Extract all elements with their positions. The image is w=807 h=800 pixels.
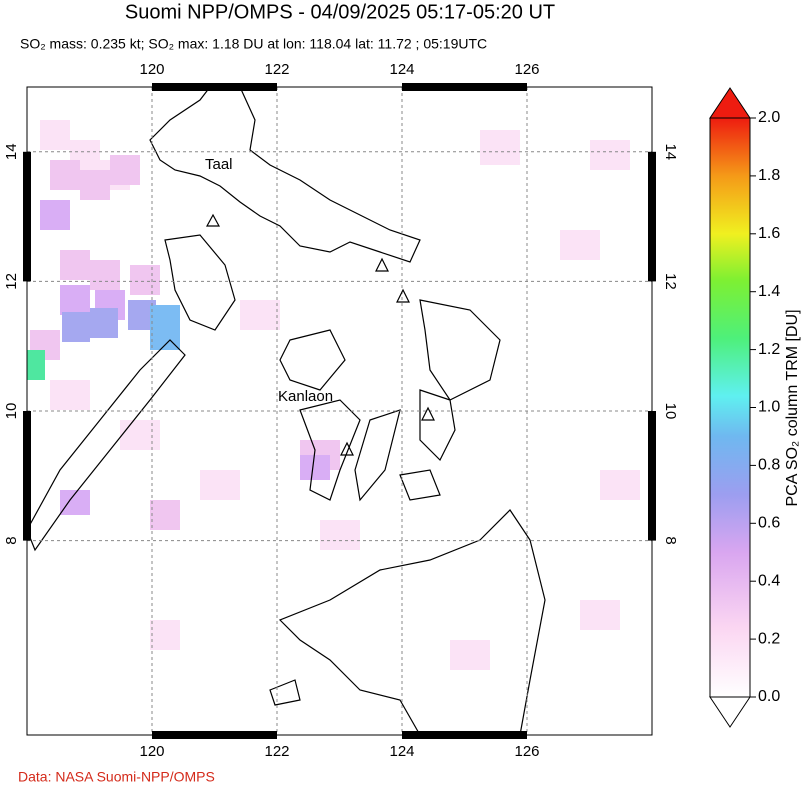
- frame-bar: [152, 731, 277, 739]
- lat-tick-label: 14: [662, 143, 679, 160]
- lon-tick-label: 124: [389, 743, 414, 760]
- lon-tick-label: 126: [514, 61, 539, 78]
- lon-tick-label: 120: [139, 61, 164, 78]
- lat-tick-label: 8: [662, 536, 679, 544]
- lat-tick-label: 12: [662, 273, 679, 290]
- lon-tick-label: 120: [139, 743, 164, 760]
- colorbar-tick-label: 1.8: [758, 167, 780, 184]
- frame-bar: [648, 151, 656, 282]
- lat-tick-label: 10: [662, 403, 679, 420]
- colorbar-tick-label: 1.0: [758, 399, 780, 416]
- frame-bar: [402, 83, 527, 91]
- frame-bar: [23, 411, 31, 541]
- frame-bar: [152, 83, 277, 91]
- frame-bar: [402, 731, 527, 739]
- lon-tick-label: 122: [264, 61, 289, 78]
- volcano-markers: [205, 213, 435, 456]
- colorbar-tick-label: 0.2: [758, 630, 780, 647]
- lon-tick-label: 124: [389, 61, 414, 78]
- frame-bars: [23, 83, 656, 739]
- frame-bar: [648, 411, 656, 541]
- title: Suomi NPP/OMPS - 04/09/2025 05:17-05:20 …: [125, 1, 555, 23]
- lat-tick-label: 8: [3, 536, 20, 544]
- lon-tick-label: 126: [514, 743, 539, 760]
- colorbar-tick-label: 1.6: [758, 225, 780, 242]
- colorbar-max-arrow: [709, 87, 751, 119]
- colorbar-tick-label: 0.8: [758, 457, 780, 474]
- colorbar-label: PCA SO₂ column TRM [DU]: [784, 309, 801, 506]
- frame-bar: [23, 151, 31, 282]
- lat-tick-label: 10: [3, 403, 20, 420]
- colorbar-tick-label: 0.0: [758, 688, 780, 705]
- colorbar-tick-label: 0.6: [758, 515, 780, 532]
- data-source: Data: NASA Suomi-NPP/OMPS: [18, 769, 215, 785]
- colorbar-tick-label: 1.2: [758, 341, 780, 358]
- colorbar: [709, 117, 751, 698]
- colorbar-tick-label: 0.4: [758, 572, 780, 589]
- colorbar-ticks: 0.0 0.2 0.4 0.6 0.8 1.0 1.2 1.4 1.6 1.8 2.0: [750, 109, 780, 705]
- lat-tick-label: 14: [3, 143, 20, 160]
- colorbar-min-arrow: [709, 696, 751, 728]
- volcano-label: Taal: [205, 156, 233, 173]
- lat-tick-label: 12: [3, 273, 20, 290]
- colorbar-tick-label: 2.0: [758, 109, 780, 126]
- volcano-label: Kanlaon: [278, 388, 333, 405]
- colorbar-tick-label: 1.4: [758, 283, 780, 300]
- graticule: [27, 87, 652, 735]
- subtitle: SO₂ mass: 0.235 kt; SO₂ max: 1.18 DU at …: [20, 36, 487, 52]
- lon-tick-label: 122: [264, 743, 289, 760]
